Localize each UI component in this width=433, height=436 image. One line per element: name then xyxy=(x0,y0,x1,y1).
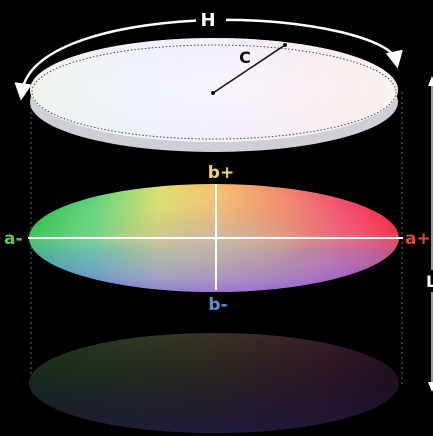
hue-arc-arrow xyxy=(14,8,403,101)
a-plus-label: a+ xyxy=(405,229,431,249)
chroma-label: C xyxy=(239,48,251,67)
lightness-axis xyxy=(424,76,433,392)
b-minus-label: b- xyxy=(208,295,227,315)
b-plus-label: b+ xyxy=(208,163,234,183)
chroma-radius xyxy=(211,43,287,95)
bottom-disc-dark xyxy=(29,333,399,433)
hue-label: H xyxy=(200,10,215,31)
lightness-label: L xyxy=(426,272,433,291)
ab-axes xyxy=(0,184,433,290)
a-minus-label: a- xyxy=(4,229,23,249)
top-disc-light xyxy=(30,38,398,152)
